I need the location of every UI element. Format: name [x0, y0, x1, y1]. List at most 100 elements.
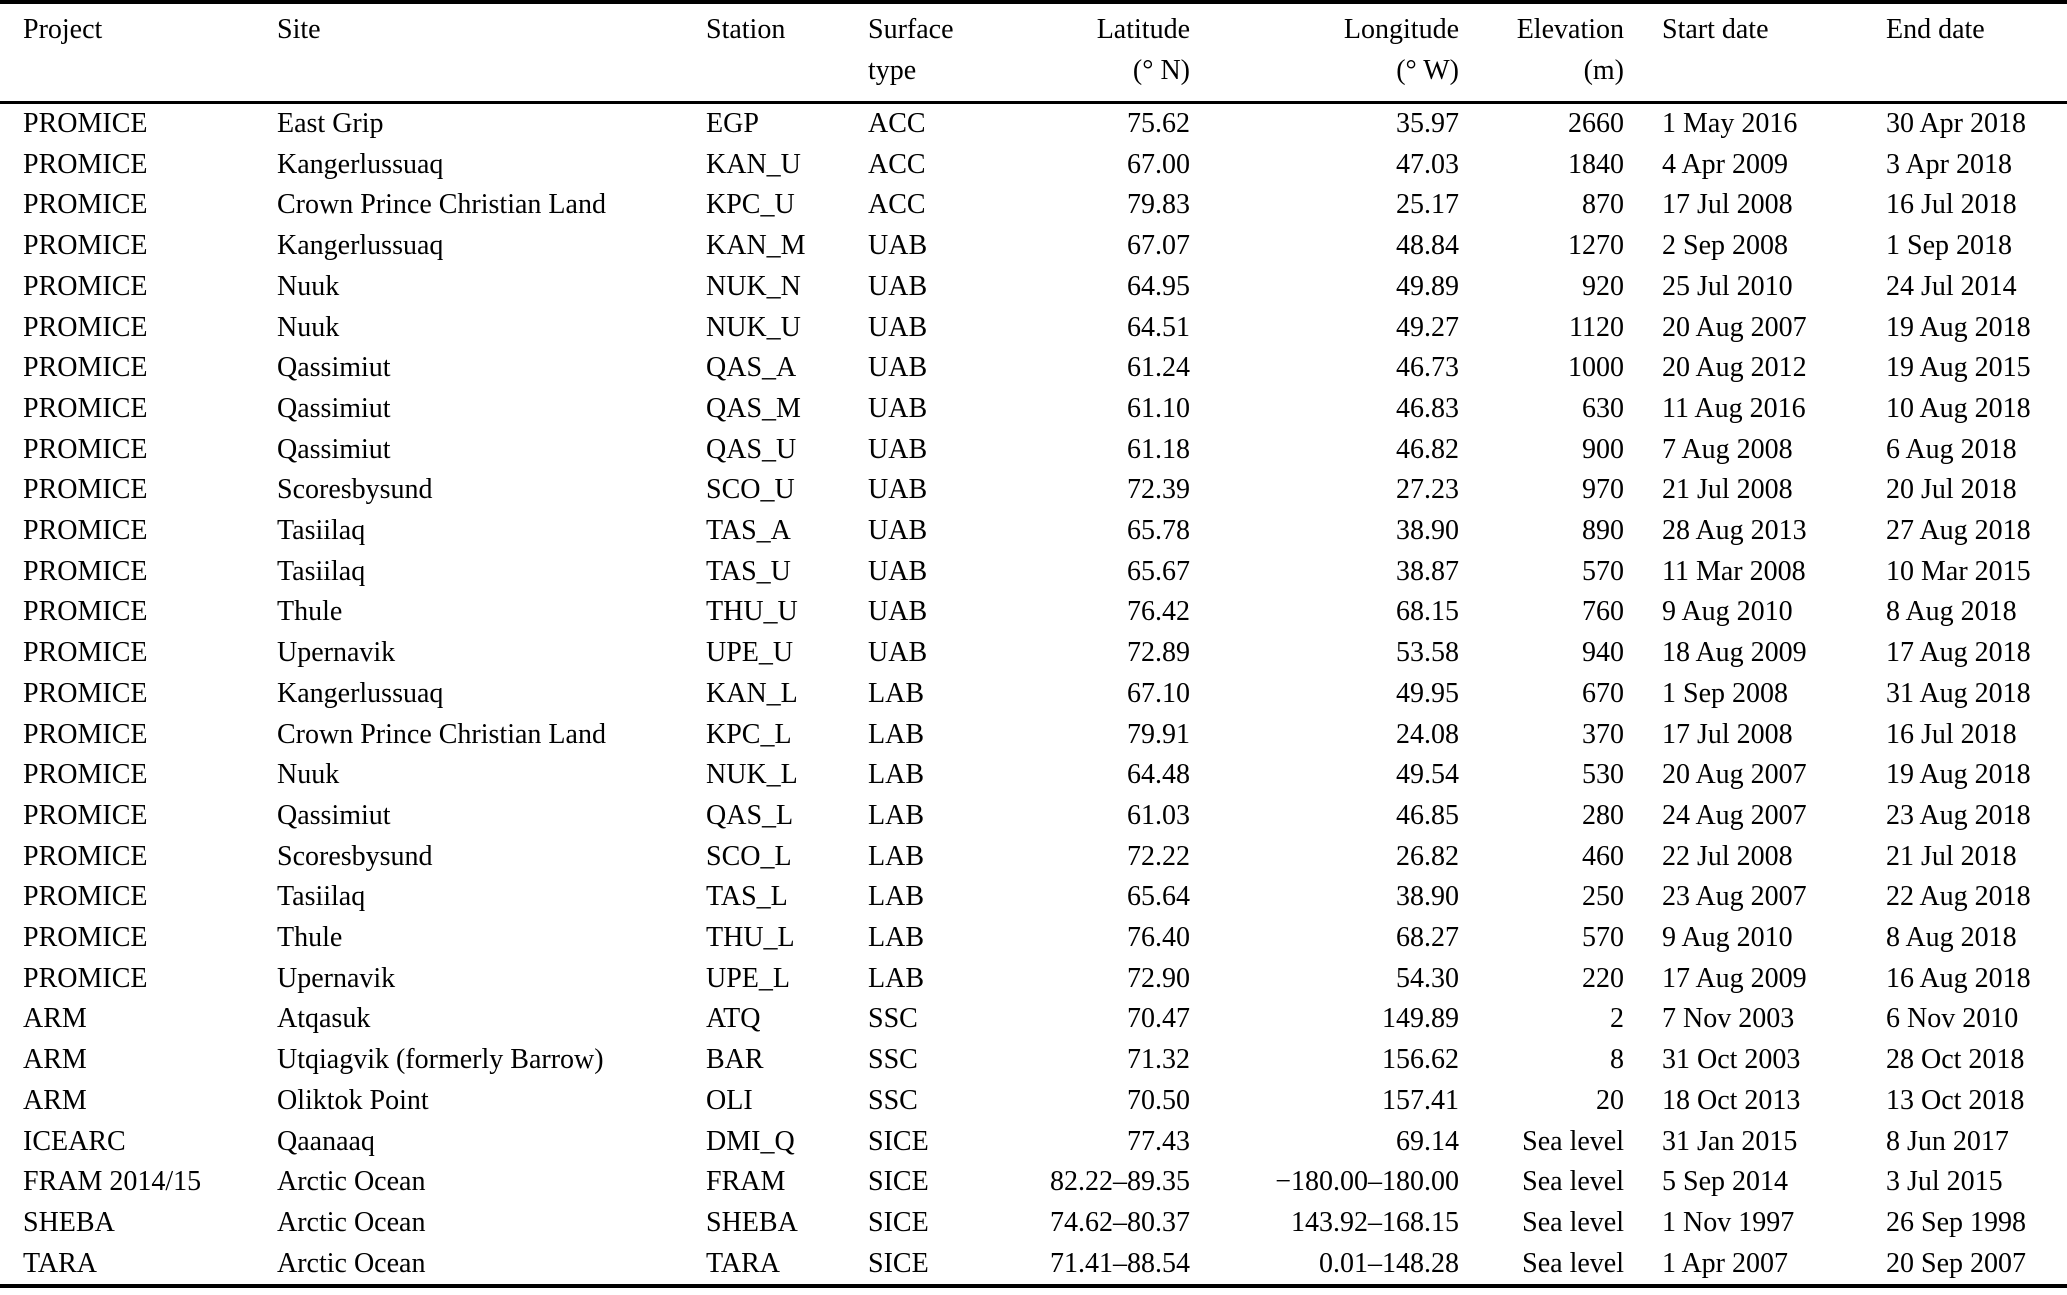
table-cell: 21 Jul 2018 [1886, 840, 2017, 872]
table-cell: UAB [868, 555, 928, 587]
table-cell: 72.22 [1127, 840, 1190, 872]
table-cell: Sea level [1522, 1247, 1624, 1279]
table-cell: 20 Sep 2007 [1886, 1247, 2026, 1279]
table-cell: 46.82 [1396, 433, 1459, 465]
table-cell: 20 Aug 2007 [1662, 759, 1807, 791]
table-row: ARM Atqasuk ATQ SSC 70.47 149.89 2 7 Nov 2003 6 … [0, 999, 2067, 1040]
table-cell: 18 Oct 2013 [1662, 1084, 1801, 1116]
table-cell: 27 Aug 2018 [1886, 515, 2031, 547]
table-cell: ARM [23, 1003, 87, 1035]
table-cell: UAB [868, 311, 928, 343]
table-cell: PROMICE [23, 515, 148, 547]
table-cell: PROMICE [23, 352, 148, 384]
table-cell: KAN_M [706, 230, 806, 262]
table-cell: 49.95 [1396, 677, 1459, 709]
table-cell: 31 Aug 2018 [1886, 677, 2031, 709]
table-cell: 890 [1582, 515, 1624, 547]
table-cell: UAB [868, 637, 928, 669]
table-cell: DMI_Q [706, 1125, 795, 1157]
table-cell: 570 [1582, 922, 1624, 954]
table-cell: 940 [1582, 637, 1624, 669]
table-cell: 156.62 [1382, 1044, 1459, 1076]
table-cell: 64.48 [1127, 759, 1190, 791]
table-cell: TAS_U [706, 555, 791, 587]
table-cell: 61.24 [1127, 352, 1190, 384]
table-cell: ICEARC [23, 1125, 126, 1157]
table-cell: Qassimiut [277, 799, 391, 831]
table-cell: 65.78 [1127, 515, 1190, 547]
table-cell: 46.85 [1396, 799, 1459, 831]
table-cell: LAB [868, 718, 924, 750]
table-cell: 49.27 [1396, 311, 1459, 343]
table-cell: Oliktok Point [277, 1084, 429, 1116]
table-cell: Crown Prince Christian Land [277, 718, 606, 750]
table-cell: SICE [868, 1206, 929, 1238]
table-cell: 68.15 [1396, 596, 1459, 628]
table-cell: THU_L [706, 922, 795, 954]
table-cell: TAS_L [706, 881, 788, 913]
table-cell: SSC [868, 1003, 918, 1035]
table-cell: 10 Aug 2018 [1886, 392, 2031, 424]
column-header: Station [706, 2, 868, 103]
table-row: PROMICE Scoresbysund SCO_U UAB 72.39 27.23 970… [0, 470, 2067, 511]
table-row: PROMICE Tasiilaq TAS_U UAB 65.67 38.87 570 11 M… [0, 552, 2067, 593]
table-cell: 19 Aug 2018 [1886, 759, 2031, 791]
table-cell: 72.39 [1127, 474, 1190, 506]
table-cell: 21 Jul 2008 [1662, 474, 1793, 506]
table-cell: Qassimiut [277, 433, 391, 465]
column-header-unit: type [868, 55, 917, 86]
column-header: Surface type [868, 2, 1000, 103]
table-cell: 13 Oct 2018 [1886, 1084, 2025, 1116]
table-cell: 67.07 [1127, 230, 1190, 262]
table-cell: 20 Aug 2012 [1662, 352, 1807, 384]
table-cell: 38.87 [1396, 555, 1459, 587]
table-cell: PROMICE [23, 881, 148, 913]
table-row: PROMICE Upernavik UPE_U UAB 72.89 53.58 940 18 … [0, 633, 2067, 674]
table-cell: 220 [1582, 962, 1624, 994]
table-cell: 26.82 [1396, 840, 1459, 872]
table-cell: 61.18 [1127, 433, 1190, 465]
column-header-label: Site [277, 14, 321, 45]
table-cell: 61.03 [1127, 799, 1190, 831]
table-cell: Scoresbysund [277, 840, 433, 872]
table-cell: 31 Jan 2015 [1662, 1125, 1798, 1157]
table-cell: 1840 [1568, 148, 1624, 180]
table-cell: PROMICE [23, 474, 148, 506]
table-row: PROMICE Nuuk NUK_L LAB 64.48 49.54 530 20 Aug 2… [0, 755, 2067, 796]
table-cell: 27.23 [1396, 474, 1459, 506]
table-cell: PROMICE [23, 148, 148, 180]
table-cell: QAS_A [706, 352, 797, 384]
table-cell: 9 Aug 2010 [1662, 922, 1793, 954]
table-cell: 6 Nov 2010 [1886, 1003, 2019, 1035]
table-cell: PROMICE [23, 189, 148, 221]
table-cell: ACC [868, 148, 926, 180]
table-row: PROMICE Kangerlussuaq KAN_L LAB 67.10 49.95 67… [0, 674, 2067, 715]
table-row: PROMICE Thule THU_L LAB 76.40 68.27 570 9 Aug 2… [0, 918, 2067, 959]
table-cell: 870 [1582, 189, 1624, 221]
table-cell: Scoresbysund [277, 474, 433, 506]
table-cell: Tasiilaq [277, 515, 366, 547]
table-cell: 79.83 [1127, 189, 1190, 221]
table-row: PROMICE Crown Prince Christian Land KPC_U A… [0, 185, 2067, 226]
table-cell: 1 Sep 2018 [1886, 230, 2012, 262]
table-cell: UAB [868, 474, 928, 506]
column-header-label: Longitude [1343, 14, 1459, 45]
table-row: PROMICE Kangerlussuaq KAN_M UAB 67.07 48.84 12… [0, 226, 2067, 267]
table-cell: 16 Jul 2018 [1886, 189, 2017, 221]
table-cell: 71.41–88.54 [1050, 1247, 1190, 1279]
table-cell: 460 [1582, 840, 1624, 872]
table-cell: 16 Jul 2018 [1886, 718, 2017, 750]
table-cell: 69.14 [1396, 1125, 1459, 1157]
table-cell: 8 Aug 2018 [1886, 922, 2017, 954]
table-cell: BAR [706, 1044, 764, 1076]
table-cell: 76.40 [1127, 922, 1190, 954]
table-cell: 72.90 [1127, 962, 1190, 994]
table-cell: 74.62–80.37 [1050, 1206, 1190, 1238]
table-cell: 20 Aug 2007 [1662, 311, 1807, 343]
table-cell: OLI [706, 1084, 753, 1116]
table-cell: 70.47 [1127, 1003, 1190, 1035]
table-cell: 630 [1582, 392, 1624, 424]
table-row: ARM Utqiagvik (formerly Barrow) BAR SSC 71.3… [0, 1040, 2067, 1081]
table-cell: PROMICE [23, 922, 148, 954]
